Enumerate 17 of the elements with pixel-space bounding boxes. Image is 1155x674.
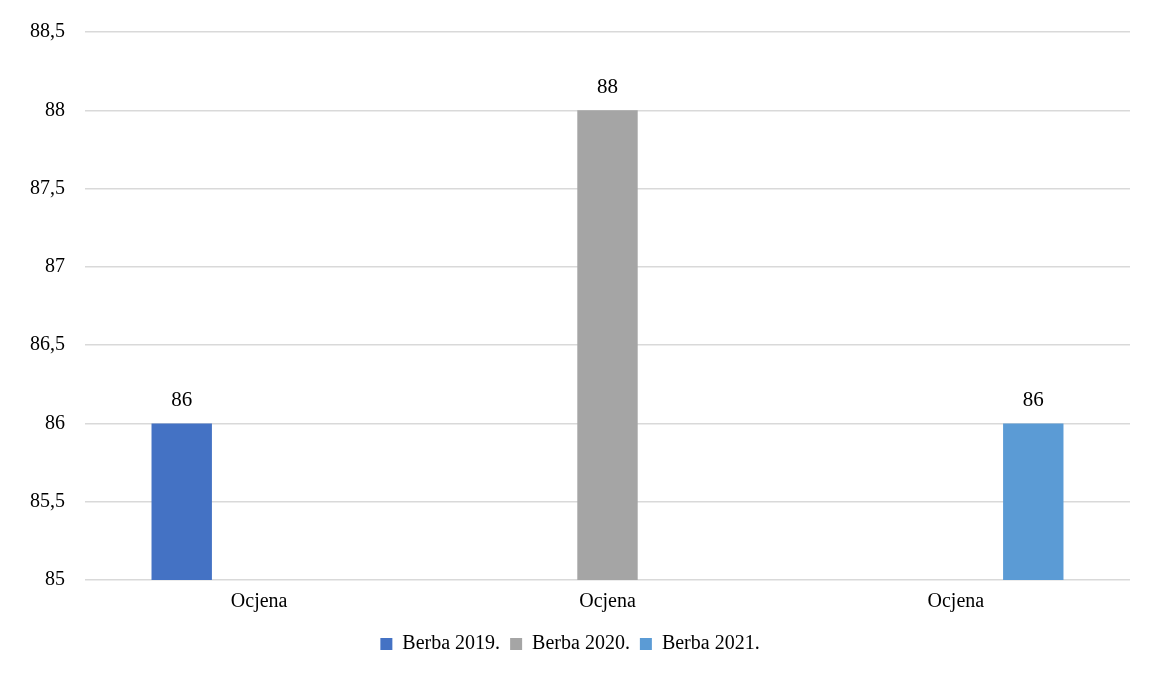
y-tick-label: 87,5 <box>30 175 65 198</box>
legend-label: Berba 2019. <box>402 631 501 654</box>
x-tick-label: Ocjena <box>579 589 636 613</box>
y-tick-label: 86 <box>45 410 65 433</box>
x-tick-label: Ocjena <box>927 589 985 613</box>
y-tick-label: 88 <box>45 97 65 120</box>
x-tick-label: Ocjena <box>230 589 288 613</box>
y-tick-label: 88,5 <box>30 19 65 42</box>
y-tick-label: 86,5 <box>30 332 65 355</box>
legend-label: Berba 2021. <box>661 631 760 654</box>
data-label: 86 <box>171 387 193 412</box>
y-tick-label: 85,5 <box>30 488 65 511</box>
y-tick-label: 85 <box>45 567 65 590</box>
data-label: 86 <box>1022 387 1044 412</box>
legend-label: Berba 2020. <box>532 631 630 654</box>
data-label: 88 <box>597 74 618 99</box>
y-tick-label: 87 <box>45 254 65 277</box>
